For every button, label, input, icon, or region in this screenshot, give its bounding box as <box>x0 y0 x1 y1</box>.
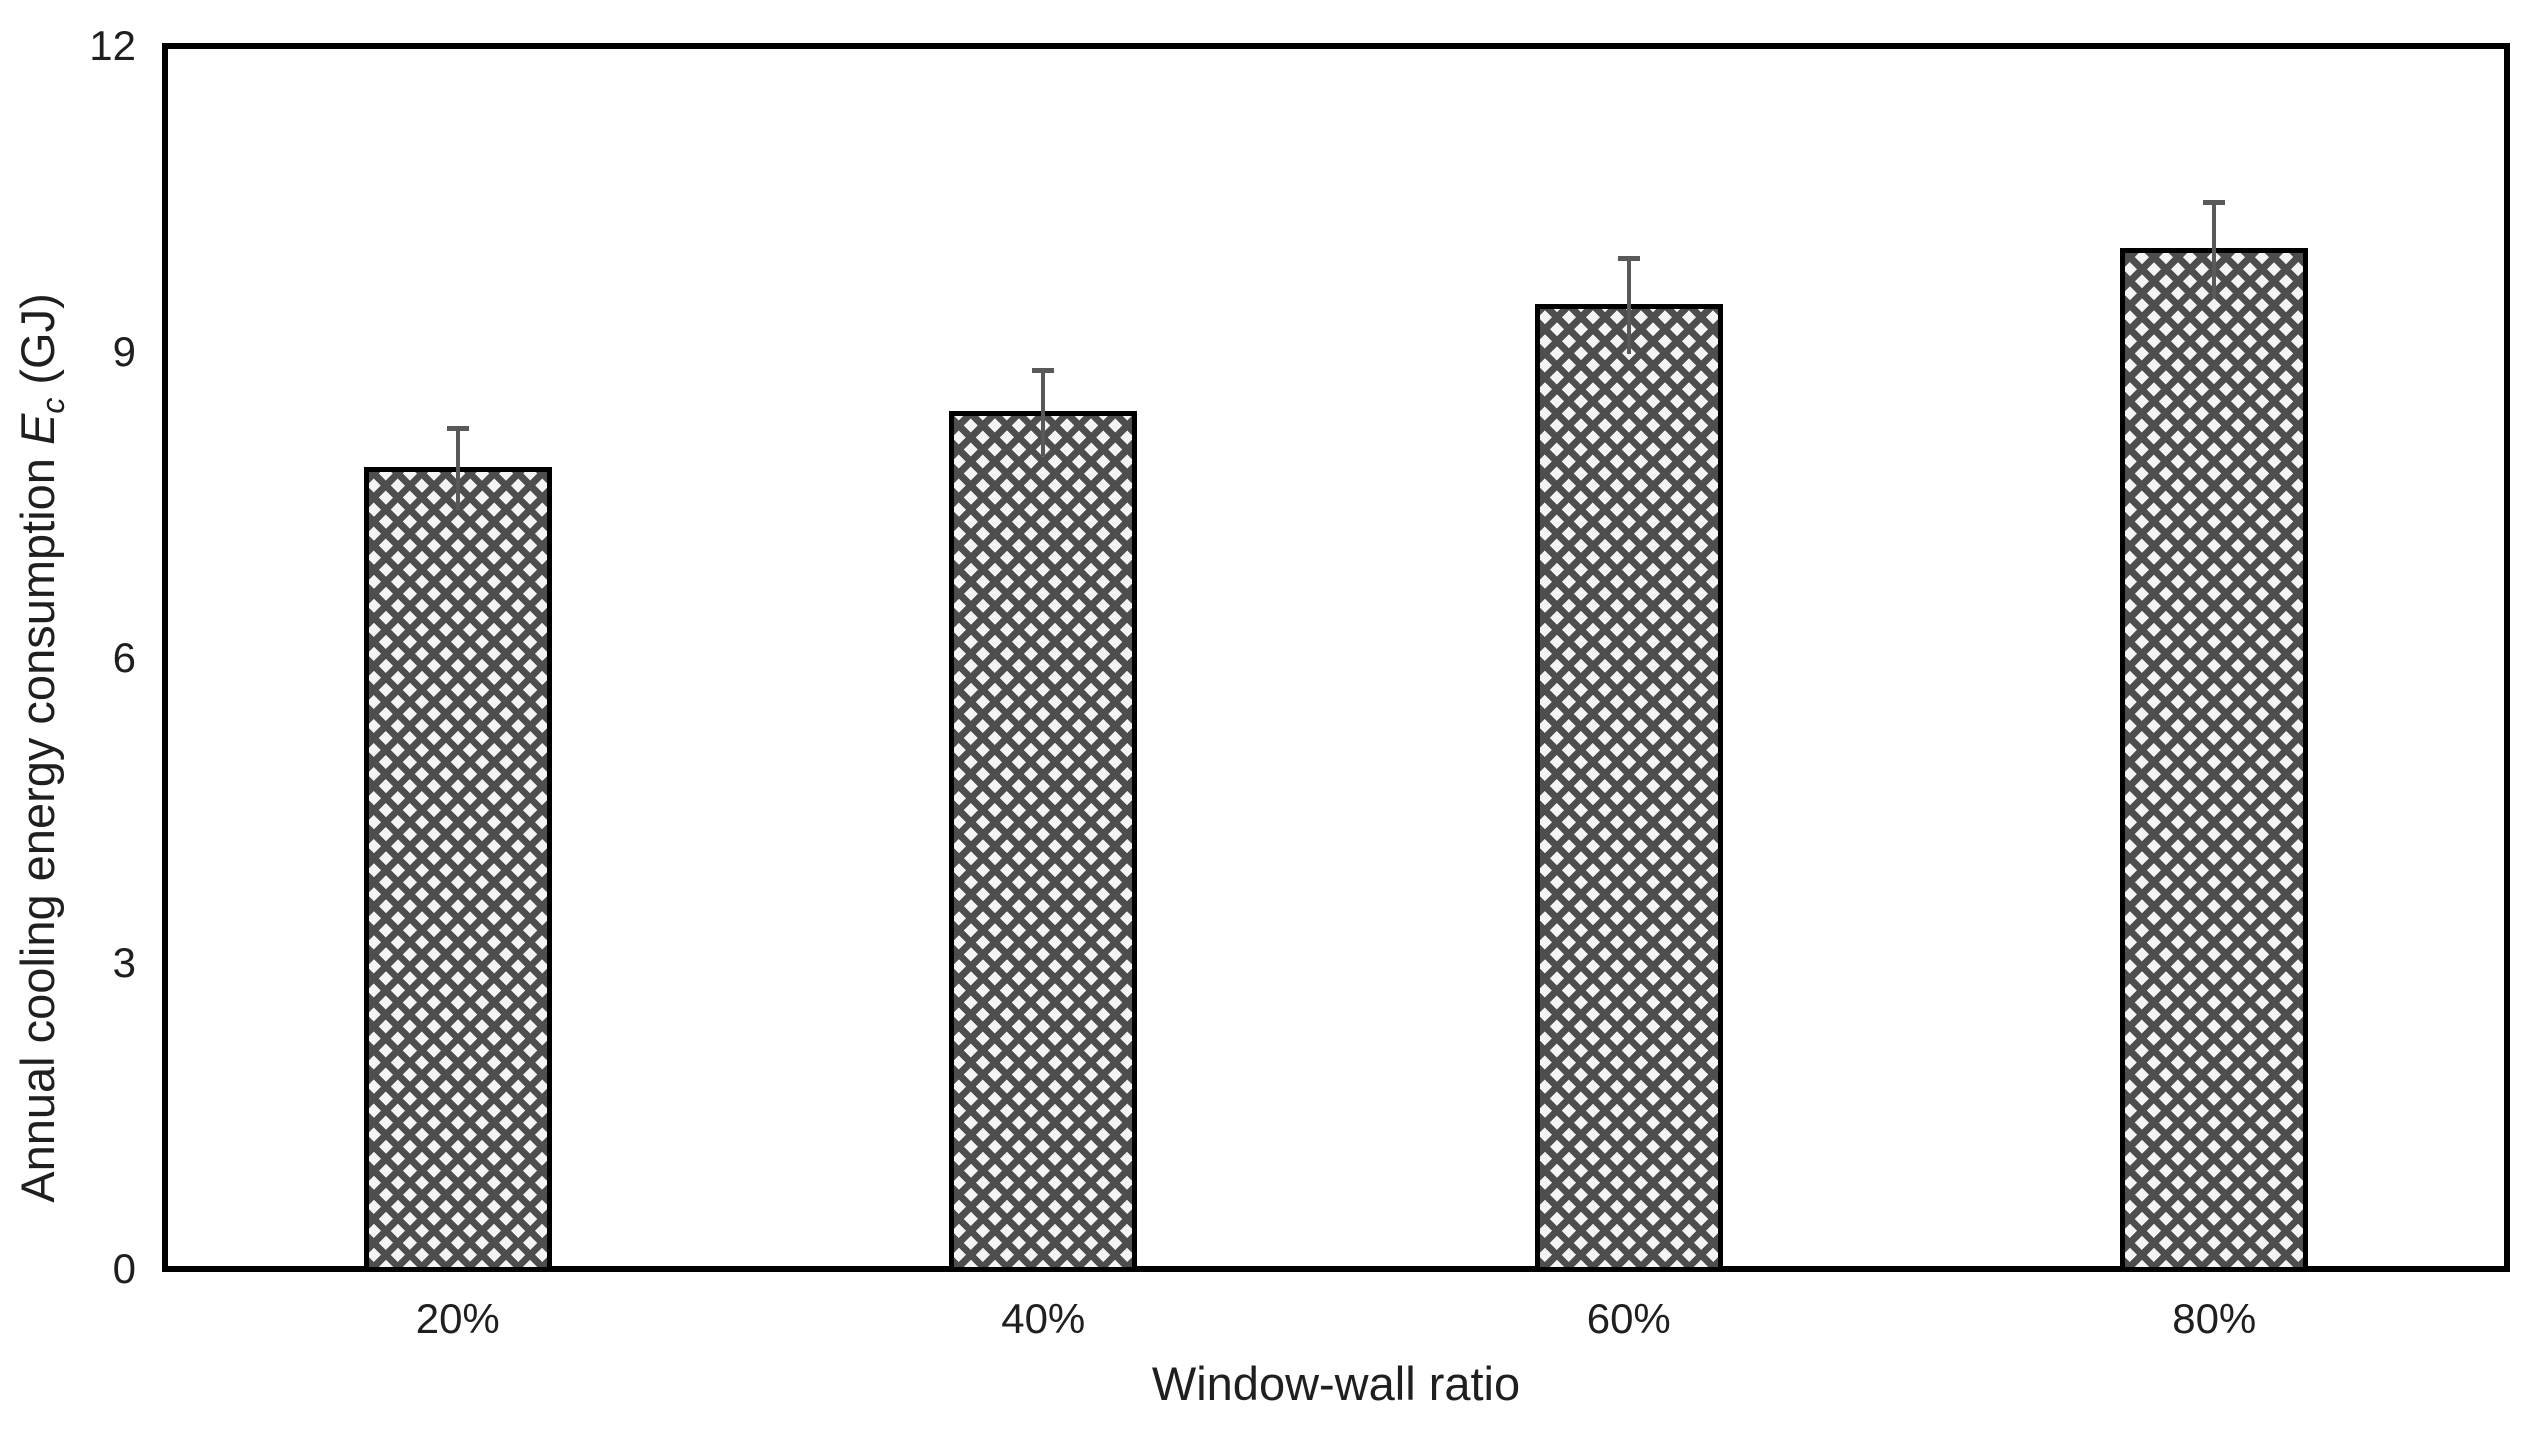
y-axis-title-suffix: (GJ) <box>10 293 64 398</box>
x-tick-label-80%: 80% <box>2172 1295 2257 1342</box>
error-bar-line-60% <box>1626 257 1631 354</box>
error-bar-cap-20% <box>446 426 469 432</box>
y-tick-label-3: 3 <box>112 939 136 987</box>
bar-40% <box>949 410 1138 1272</box>
error-bar-line-80% <box>2212 201 2217 298</box>
error-bar-cap-80% <box>2203 199 2226 205</box>
y-tick-label-12: 12 <box>89 22 136 69</box>
y-axis-title: Annual cooling energy consumption Ec (GJ… <box>10 293 71 1203</box>
bar-60% <box>1534 303 1723 1272</box>
y-axis-variable-symbol: E <box>10 413 64 446</box>
x-tick-label-60%: 60% <box>1586 1295 1671 1342</box>
error-bar-line-20% <box>455 428 460 510</box>
x-axis-title: Window-wall ratio <box>1151 1357 1521 1410</box>
plot-area <box>162 43 2510 1272</box>
error-bar-line-40% <box>1041 370 1046 456</box>
error-bar-cap-40% <box>1032 368 1055 374</box>
y-tick-label-9: 9 <box>112 327 136 375</box>
bar-80% <box>2120 247 2309 1272</box>
error-bar-cap-60% <box>1617 255 1640 261</box>
x-tick-label-20%: 20% <box>415 1295 500 1342</box>
y-tick-label-6: 6 <box>112 633 136 681</box>
y-axis-variable-subscript: c <box>35 397 72 414</box>
y-tick-label-0: 0 <box>112 1245 136 1292</box>
bar-20% <box>363 466 552 1272</box>
y-axis-variable: Ec <box>10 398 71 446</box>
y-axis-title-prefix: Annual cooling energy consumption <box>10 445 64 1203</box>
x-tick-label-40%: 40% <box>1001 1295 1086 1342</box>
